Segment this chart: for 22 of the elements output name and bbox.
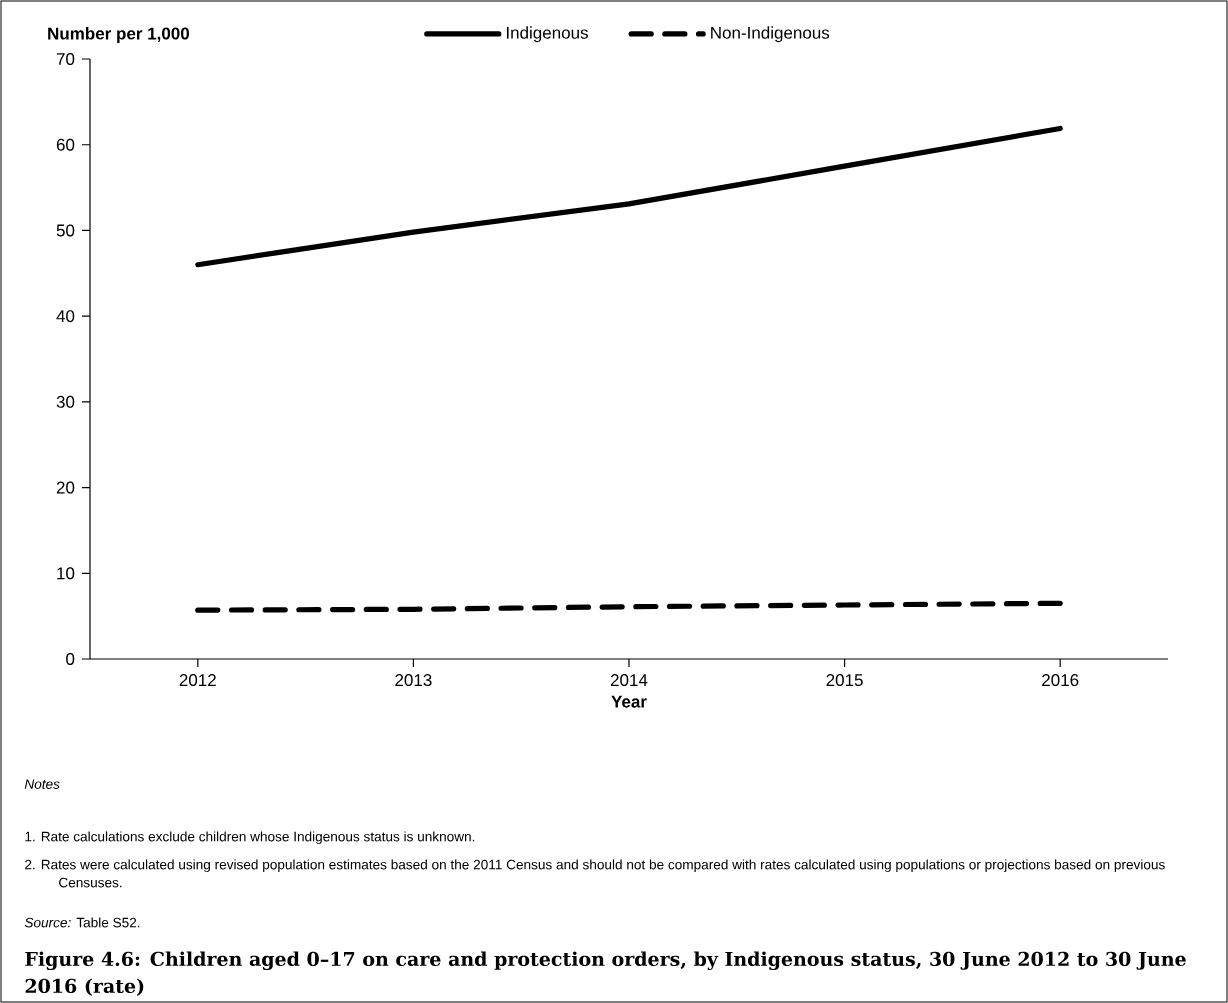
x-tick-label: 2014	[610, 674, 648, 687]
text: 2. Rates were calculated using revised population estimates based on the 2011 Census and should not be compared with rates calculated using populations or projections based on previous Censuses.	[25, 859, 1165, 888]
x-axis-title: Year	[611, 695, 647, 708]
y-axis-title: Number per 1,000	[48, 27, 190, 43]
text: Figure 4.6: Children aged 0–17 on care and protection orders, by Indigenous status, 30 June 2012 to 30 June 2016 (rate)	[25, 951, 1186, 996]
y-tick-label: 20	[56, 481, 75, 494]
x-tick-label: 2013	[395, 674, 432, 687]
text: Source: Table S52.	[24, 917, 140, 928]
y-tick-label: 50	[56, 224, 75, 237]
x-tick-label: 2015	[826, 674, 863, 687]
y-tick-label: 40	[56, 310, 75, 323]
text: Notes	[24, 779, 60, 789]
y-tick-label: 70	[56, 53, 75, 66]
y-tick-label: 10	[57, 567, 75, 580]
y-tick-label: 30	[56, 395, 75, 408]
y-tick-label: 60	[56, 138, 75, 151]
legend-label: Non-Indigenous	[711, 26, 830, 43]
legend-label: Indigenous	[506, 26, 588, 43]
x-tick-label: 2012	[179, 674, 216, 687]
x-tick-label: 2016	[1042, 674, 1079, 687]
text: 1. Rate calculations exclude children whose Indigenous status is unknown.	[25, 831, 475, 845]
y-tick-label: 0	[66, 652, 75, 666]
